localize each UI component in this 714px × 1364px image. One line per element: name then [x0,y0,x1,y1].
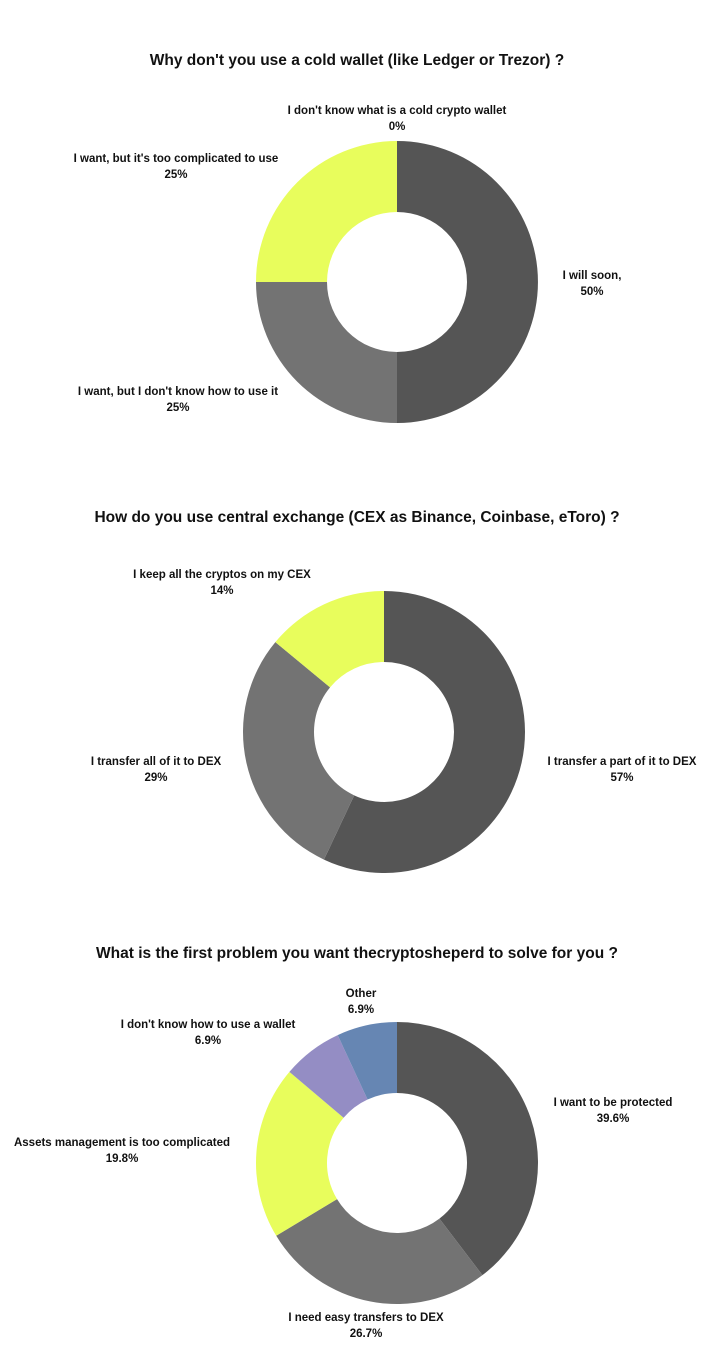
chart-3-label-4-value: 6.9% [348,1004,374,1016]
chart-3-label-0-name: I want to be protected [554,1097,673,1109]
chart-1-label-1-value: 25% [166,402,189,414]
chart-3-slice-4 [337,1022,397,1100]
chart-1-slice-1 [256,282,397,423]
chart-1-donut: I will soon, 50% I want, but I don't kno… [74,105,622,423]
chart-2-label-1-value: 29% [144,772,167,784]
chart-2-slice-0 [323,591,525,873]
chart-3-title: What is the first problem you want thecr… [96,945,618,962]
chart-1-label-0-value: 50% [580,286,603,298]
chart-3-slice-3 [289,1035,368,1118]
chart-1-label-2-name: I want, but it's too complicated to use [74,153,279,165]
chart-3-slice-0 [397,1022,538,1276]
chart-1-label-3-value: 0% [389,121,406,133]
chart-2-slice-2 [275,591,384,688]
chart-1-label-3-name: I don't know what is a cold crypto walle… [288,105,507,117]
chart-2-title: How do you use central exchange (CEX as … [94,509,620,526]
chart-1-slice-2 [256,141,397,282]
chart-1-label-0-name: I will soon, [563,270,622,282]
chart-3-label-2-value: 19.8% [106,1153,139,1165]
chart-3-label-2-name: Assets management is too complicated [14,1137,230,1149]
chart-3-label-3-name: I don't know how to use a wallet [121,1019,296,1031]
chart-3-slice-2 [256,1071,344,1236]
chart-1-slice-0 [397,141,538,423]
chart-2-label-1-name: I transfer all of it to DEX [91,756,222,768]
chart-3-donut: I want to be protected 39.6% I need easy… [14,988,673,1340]
chart-2-label-2-value: 14% [210,585,233,597]
chart-3-label-1-value: 26.7% [350,1328,383,1340]
chart-2-donut: I transfer a part of it to DEX 57% I tra… [91,569,697,873]
chart-2-label-0-value: 57% [610,772,633,784]
chart-2-slice-1 [243,642,355,860]
chart-3-label-0-value: 39.6% [597,1113,630,1125]
chart-1-label-1-name: I want, but I don't know how to use it [78,386,278,398]
chart-3-label-3-value: 6.9% [195,1035,221,1047]
chart-3-label-1-name: I need easy transfers to DEX [288,1312,444,1324]
chart-3-label-4-name: Other [346,988,377,1000]
chart-3-slice-1 [276,1199,483,1304]
chart-2-label-0-name: I transfer a part of it to DEX [548,756,697,768]
chart-1-title: Why don't you use a cold wallet (like Le… [149,52,565,69]
chart-2-label-2-name: I keep all the cryptos on my CEX [133,569,311,581]
chart-1-label-2-value: 25% [164,169,187,181]
